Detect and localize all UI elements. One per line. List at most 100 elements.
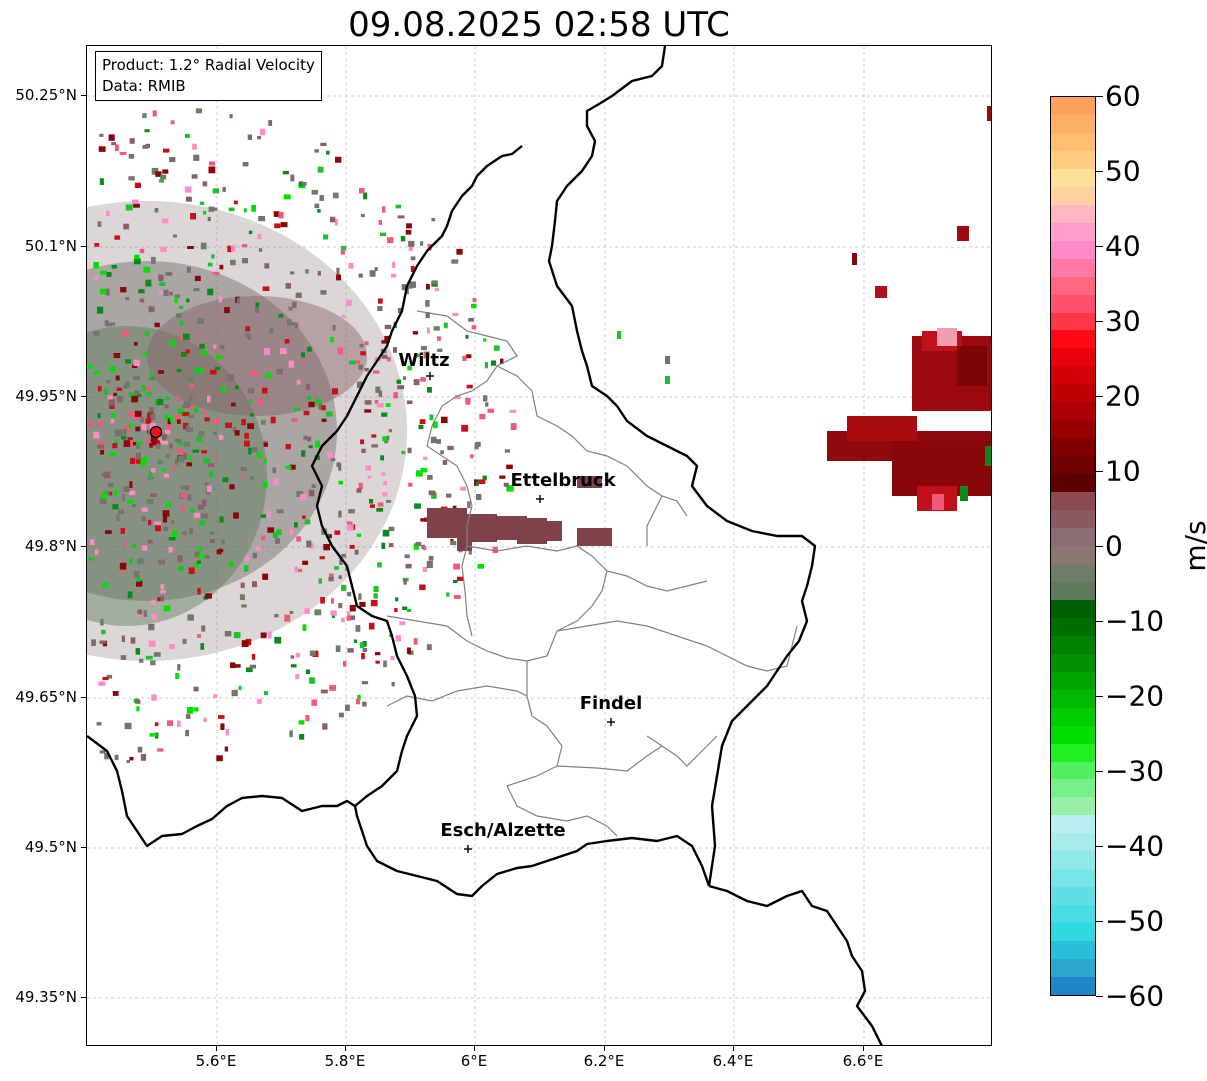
radar-speckle <box>105 530 112 534</box>
radar-speckle <box>402 606 408 610</box>
radar-speckle <box>201 513 208 519</box>
radar-speckle <box>314 609 322 616</box>
radar-speckle <box>122 330 129 337</box>
radar-speckle <box>209 538 215 544</box>
radar-speckle <box>186 462 192 467</box>
radar-speckle <box>257 234 262 240</box>
radar-speckle <box>392 261 396 268</box>
radar-speckle <box>255 302 260 309</box>
radar-speckle <box>268 120 273 126</box>
radar-speckle <box>405 229 412 235</box>
radar-speckle <box>391 682 395 687</box>
colorbar-segment <box>1051 150 1095 170</box>
radar-speckle <box>386 499 392 503</box>
radar-speckle <box>412 331 419 335</box>
radar-speckle <box>134 390 140 397</box>
radar-speckle <box>309 677 315 684</box>
radar-speckle <box>93 371 101 375</box>
radar-speckle <box>179 320 184 326</box>
radar-speckle <box>407 285 413 289</box>
radar-speckle <box>373 370 380 374</box>
radar-speckle <box>298 568 303 573</box>
radar-speckle <box>364 367 369 372</box>
radar-speckle <box>418 424 424 430</box>
radar-speckle <box>295 674 300 680</box>
radar-speckle <box>210 369 217 375</box>
radar-speckle <box>394 608 398 613</box>
radar-speckle <box>121 635 125 642</box>
radar-speckle <box>415 354 422 358</box>
radar-speckle <box>145 418 152 424</box>
radar-speckle <box>362 641 367 647</box>
radar-speckle <box>180 493 187 499</box>
radar-speckle <box>160 174 167 180</box>
radar-speckle <box>388 543 394 548</box>
radar-speckle <box>105 288 110 296</box>
radar-map[interactable] <box>86 45 992 1046</box>
radar-speckle <box>97 385 102 392</box>
radar-speckle <box>322 723 328 730</box>
radar-speckle <box>283 194 291 200</box>
radar-speckle <box>369 499 374 504</box>
radar-speckle <box>296 491 304 497</box>
colorbar-segment <box>1051 492 1095 512</box>
radar-speckle <box>341 553 347 558</box>
radar-speckle <box>381 412 388 417</box>
radar-speckle <box>93 331 100 336</box>
radar-speckle <box>234 664 241 668</box>
radar-speckle <box>179 335 183 340</box>
radar-speckle <box>272 478 279 485</box>
radar-speckle <box>419 419 426 424</box>
radar-speckle <box>109 366 116 372</box>
radar-speckle <box>162 516 168 523</box>
radar-speckle <box>252 552 258 559</box>
radar-echo-speckles <box>87 108 517 763</box>
radar-speckle <box>87 422 93 427</box>
radar-speckle <box>114 439 119 446</box>
radar-speckle <box>108 492 113 496</box>
radar-speckle <box>205 555 210 559</box>
colorbar-segment <box>1051 887 1095 907</box>
radar-speckle <box>199 201 205 205</box>
radar-speckle <box>303 410 310 416</box>
radar-speckle <box>141 423 147 431</box>
radar-speckle <box>140 456 148 462</box>
radar-speckle <box>99 640 107 644</box>
radar-speckle <box>169 340 176 346</box>
radar-speckle <box>467 501 471 509</box>
lon-tick-label: 6.4°E <box>712 1052 754 1070</box>
radar-speckle <box>150 413 156 421</box>
radar-speckle <box>362 648 368 652</box>
radar-speckle <box>171 520 175 525</box>
radar-speckle <box>250 413 254 417</box>
radar-speckle <box>157 748 164 752</box>
radar-speckle <box>307 436 312 442</box>
radar-speckle <box>262 286 270 291</box>
colorbar-segment <box>1051 132 1095 152</box>
radar-speckle <box>243 208 247 213</box>
radar-speckle <box>471 325 477 330</box>
radar-speckle <box>230 259 236 266</box>
colorbar-segment <box>1051 779 1095 799</box>
radar-speckle <box>346 616 351 621</box>
radar-speckle <box>248 447 252 455</box>
radar-speckle <box>221 386 226 393</box>
radar-speckle <box>317 166 324 173</box>
radar-speckle <box>227 374 235 381</box>
radar-speckle <box>356 488 362 493</box>
radar-speckle <box>219 264 224 270</box>
radar-speckle <box>320 597 325 604</box>
colorbar-tick-label: 30 <box>1105 304 1141 338</box>
radar-speckle <box>133 203 140 208</box>
radar-speckle <box>375 660 380 664</box>
radar-speckle <box>493 345 500 351</box>
colorbar-tickmark <box>1096 171 1103 172</box>
radar-speckle <box>241 419 246 426</box>
radar-speckle <box>506 464 513 469</box>
radar-speckle <box>185 714 191 719</box>
radar-speckle <box>385 403 391 407</box>
radar-speckle <box>250 476 254 480</box>
radar-speckle <box>137 609 143 615</box>
radar-speckle <box>190 213 196 220</box>
radar-speckle <box>358 482 363 490</box>
